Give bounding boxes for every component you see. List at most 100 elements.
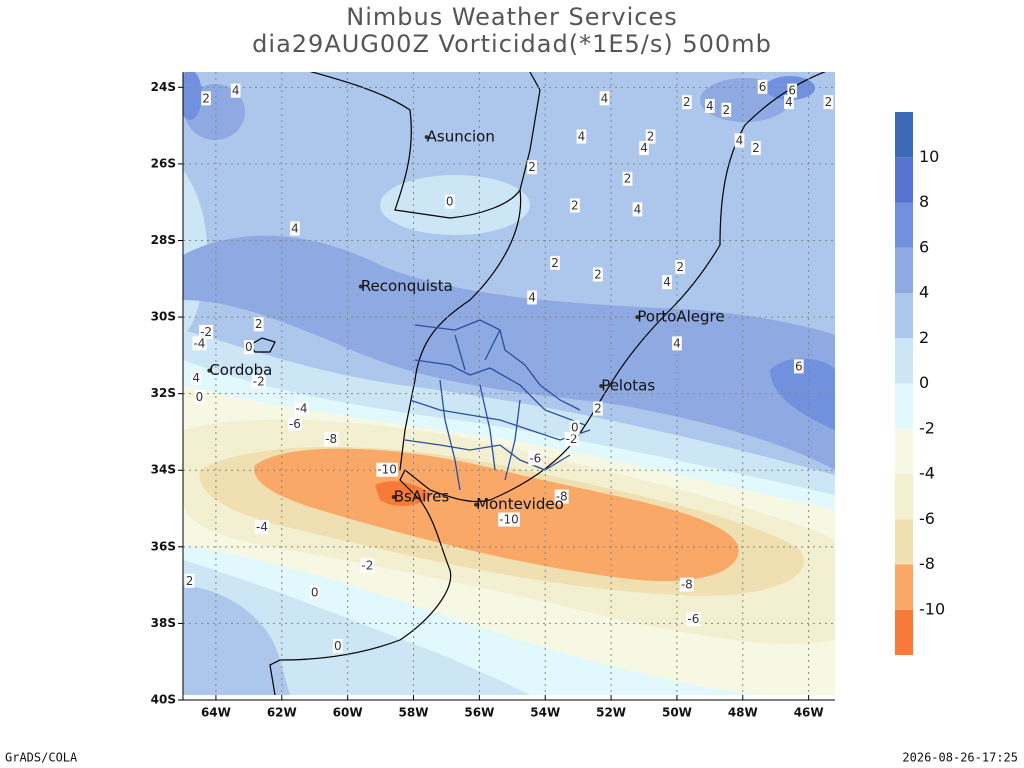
contour-label: -6: [289, 417, 301, 431]
city-marker: [424, 135, 429, 140]
contour-label: 4: [640, 141, 648, 155]
contour-label-bg: [757, 79, 768, 94]
contour-label: -8: [325, 432, 337, 446]
colorbar-box: [895, 474, 913, 520]
contour-label: 4: [736, 133, 744, 147]
colorbar-label: 4: [919, 283, 929, 302]
city-marker: [599, 384, 604, 388]
contour-label: 4: [634, 202, 642, 216]
contour-label: -10: [377, 463, 397, 477]
contour-label-bg: [192, 336, 207, 351]
contour-band: [183, 72, 202, 120]
contour-label-bg: [287, 416, 302, 431]
contour-label: 6: [788, 84, 796, 98]
contour-label-bg: [639, 141, 649, 156]
contour-label-bg: [672, 336, 682, 351]
colorbar-label: 0: [919, 373, 929, 392]
contour-label-bg: [554, 489, 569, 504]
y-tick-label: 34S: [151, 463, 176, 477]
contour-label-bg: [294, 401, 309, 416]
contour-label: 2: [202, 91, 210, 105]
river: [414, 319, 581, 411]
contour-label: 4: [192, 371, 200, 385]
city-label: Asuncion: [427, 128, 495, 146]
contour-label-bg: [721, 102, 732, 117]
y-tick-label: 24S: [151, 80, 176, 94]
colorbar-box: [895, 609, 913, 655]
x-tick-label: 58W: [399, 706, 429, 720]
contour-label: 6: [795, 359, 803, 373]
subtitle: dia29AUG00Z Vorticidad(*1E5/s) 500mb: [252, 30, 772, 58]
y-tick-label: 32S: [151, 386, 176, 400]
river: [439, 329, 521, 491]
y-tick-label: 40S: [151, 693, 176, 707]
contour-band: [770, 358, 835, 430]
contour-label-bg: [793, 359, 804, 374]
contour-label-bg: [199, 324, 214, 339]
x-tick-label: 54W: [530, 706, 560, 720]
contour-label-bg: [201, 91, 211, 106]
colorbar-label: -8: [919, 554, 935, 573]
contour-label-bg: [599, 91, 610, 106]
contour-label: -2: [200, 325, 212, 339]
y-tick-label: 26S: [151, 156, 176, 170]
contour-label: -8: [681, 578, 693, 592]
river: [409, 399, 591, 441]
contour-label-bg: [253, 317, 264, 332]
contour-label-bg: [527, 160, 537, 175]
colorbar-label: -2: [919, 418, 935, 437]
contour-label: -6: [529, 451, 541, 465]
contour-label-bg: [823, 95, 834, 110]
contour-label-bg: [244, 340, 254, 355]
contour-label-bg: [309, 585, 320, 600]
contour-label: 0: [571, 421, 579, 435]
contour-label: 2: [528, 160, 536, 174]
x-tick-label: 62W: [267, 706, 297, 720]
contour-label-bg: [686, 612, 701, 627]
contour-label-bg: [332, 638, 343, 653]
x-tick-label: 64W: [201, 706, 231, 720]
colorbar-box: [895, 202, 913, 248]
contour-label-bg: [255, 520, 270, 535]
contour-label: -4: [193, 336, 205, 350]
lake: [249, 337, 276, 353]
colorbar-box: [895, 428, 913, 474]
contour-label-bg: [550, 255, 560, 270]
contour-band: [254, 448, 739, 582]
y-tick-label: 38S: [151, 616, 176, 630]
contour-label-bg: [662, 275, 672, 290]
contour-label-bg: [184, 573, 195, 588]
x-tick-label: 56W: [464, 706, 494, 720]
colorbar-box: [895, 564, 913, 610]
border: [309, 72, 541, 219]
contour-label-bg: [230, 83, 241, 98]
contour-label-bg: [498, 512, 520, 527]
contour-label: 2: [723, 103, 731, 117]
footer-left: GrADS/COLA: [5, 751, 78, 765]
y-tick-label: 36S: [151, 539, 176, 553]
contour-label-bg: [570, 420, 580, 435]
contour-label: 2: [683, 95, 691, 109]
contour-label-bg: [679, 577, 694, 592]
contour-label-bg: [734, 133, 745, 148]
contour-label: 0: [196, 390, 204, 404]
contour-band: [183, 585, 290, 695]
y-tick-label: 30S: [151, 310, 176, 324]
x-tick-label: 46W: [794, 706, 824, 720]
overlay: 64W 62W 60W 58W 56W 54W 52W 50W 48W 46W 24S 26S 28S 3…: [151, 72, 835, 720]
contour-label: 4: [601, 91, 609, 105]
contour-label-bg: [787, 83, 798, 98]
colorbar-label: 10: [919, 147, 939, 166]
city-marker: [474, 502, 479, 507]
colorbar-box: [895, 519, 913, 565]
colorbar-label: -10: [919, 599, 945, 618]
contour-label: 2: [594, 267, 602, 281]
border: [399, 189, 522, 471]
contour-label-bg: [564, 432, 579, 447]
contour-label-bg: [194, 389, 205, 404]
contour-label: 0: [245, 340, 253, 354]
colorbar-label: 6: [919, 237, 929, 256]
contour-label: 2: [647, 130, 655, 144]
contour-label-bg: [645, 129, 656, 144]
